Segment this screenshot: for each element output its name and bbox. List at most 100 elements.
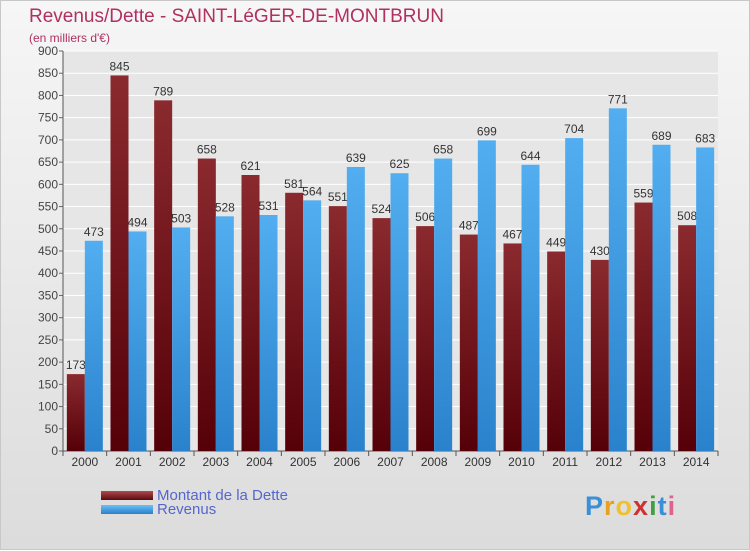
data-label-revenus: 528 <box>215 200 235 214</box>
data-label-revenus: 503 <box>171 211 191 225</box>
bar-dette <box>590 259 609 451</box>
y-tick-label: 450 <box>38 244 58 258</box>
data-label-dette: 845 <box>109 59 129 73</box>
bar-dette <box>416 226 435 451</box>
bar-revenus <box>303 200 322 451</box>
y-tick-label: 0 <box>51 444 58 458</box>
y-tick-label: 150 <box>38 377 58 391</box>
bar-revenus <box>84 240 103 451</box>
legend-label-dette: Montant de la Dette <box>157 486 288 504</box>
data-label-dette: 658 <box>197 143 217 157</box>
logo-letter: i <box>649 491 658 521</box>
bar-dette <box>372 218 391 451</box>
x-tick-label: 2010 <box>508 455 535 469</box>
x-tick-label: 2014 <box>683 455 710 469</box>
legend-swatch-revenus <box>101 504 153 514</box>
legend-swatch-dette <box>101 490 153 500</box>
bar-dette <box>154 100 173 451</box>
x-tick-label: 2002 <box>159 455 186 469</box>
y-tick-label: 600 <box>38 177 58 191</box>
data-label-revenus: 771 <box>608 92 628 106</box>
x-tick-label: 2012 <box>595 455 622 469</box>
logo-letter: t <box>657 491 668 521</box>
bar-dette <box>678 225 697 451</box>
x-tick-label: 2000 <box>71 455 98 469</box>
y-tick-label: 850 <box>38 66 58 80</box>
bar-dette <box>503 243 522 451</box>
legend-label-revenus: Revenus <box>157 500 217 518</box>
bar-dette <box>110 75 129 451</box>
logo-letter: o <box>615 491 634 521</box>
bar-revenus <box>477 140 496 452</box>
y-tick-label: 350 <box>38 288 58 302</box>
logo-letter: x <box>633 491 650 521</box>
x-tick-label: 2004 <box>246 455 273 469</box>
y-tick-label: 300 <box>38 311 58 325</box>
x-tick-label: 2011 <box>552 455 578 469</box>
data-label-revenus: 625 <box>389 157 409 171</box>
logo-letter: r <box>604 491 616 521</box>
y-tick-label: 500 <box>38 222 58 236</box>
bar-dette <box>547 251 566 451</box>
logo-letter: i <box>667 491 677 521</box>
data-label-dette: 430 <box>590 244 610 258</box>
bar-revenus <box>128 231 147 451</box>
data-label-dette: 581 <box>284 177 304 191</box>
data-label-dette: 173 <box>66 358 86 372</box>
y-tick-label: 550 <box>38 200 58 214</box>
bar-revenus <box>434 158 453 452</box>
data-label-revenus: 699 <box>477 124 497 138</box>
bar-dette <box>459 234 478 451</box>
x-tick-label: 2013 <box>639 455 666 469</box>
y-tick-label: 750 <box>38 111 58 125</box>
bar-dette <box>634 202 653 451</box>
data-label-dette: 487 <box>459 219 479 233</box>
data-label-dette: 789 <box>153 84 173 98</box>
data-label-dette: 506 <box>415 210 435 224</box>
data-label-revenus: 683 <box>695 131 715 145</box>
bar-revenus <box>215 216 234 451</box>
y-tick-label: 800 <box>38 88 58 102</box>
data-label-dette: 559 <box>633 187 653 201</box>
data-label-dette: 621 <box>240 159 260 173</box>
data-label-revenus: 689 <box>651 129 671 143</box>
data-label-revenus: 644 <box>520 149 540 163</box>
y-tick-label: 250 <box>38 333 58 347</box>
bar-dette <box>66 374 85 451</box>
y-tick-label: 50 <box>45 422 59 436</box>
chart-subtitle: (en milliers d'€) <box>29 31 110 45</box>
logo-letter: P <box>585 491 605 521</box>
y-tick-label: 700 <box>38 133 58 147</box>
bar-dette <box>285 192 304 451</box>
bar-dette <box>197 158 216 452</box>
y-tick-label: 650 <box>38 155 58 169</box>
x-tick-label: 2001 <box>115 455 142 469</box>
y-tick-label: 200 <box>38 355 58 369</box>
bar-revenus <box>652 144 671 451</box>
y-tick-label: 100 <box>38 400 58 414</box>
y-tick-label: 900 <box>38 44 58 58</box>
data-label-revenus: 473 <box>84 225 104 239</box>
data-label-revenus: 564 <box>302 184 322 198</box>
data-label-revenus: 639 <box>346 151 366 165</box>
data-label-revenus: 531 <box>258 199 278 213</box>
data-label-revenus: 658 <box>433 143 453 157</box>
x-tick-label: 2007 <box>377 455 404 469</box>
data-label-revenus: 494 <box>127 215 147 229</box>
x-tick-label: 2003 <box>202 455 229 469</box>
chart-title: Revenus/Dette - SAINT-LéGER-DE-MONTBRUN <box>29 6 444 27</box>
data-label-dette: 524 <box>371 202 391 216</box>
bar-revenus <box>608 108 627 451</box>
bar-dette <box>328 206 347 451</box>
data-label-dette: 449 <box>546 235 566 249</box>
x-tick-label: 2006 <box>333 455 360 469</box>
x-tick-label: 2008 <box>421 455 448 469</box>
legend-item-revenus: Revenus <box>101 500 217 518</box>
x-tick-label: 2005 <box>290 455 317 469</box>
bar-revenus <box>172 227 191 451</box>
x-tick-label: 2009 <box>464 455 491 469</box>
bar-revenus <box>259 215 278 451</box>
proxiti-logo: Proxiti <box>585 491 676 522</box>
data-label-dette: 551 <box>328 190 348 204</box>
